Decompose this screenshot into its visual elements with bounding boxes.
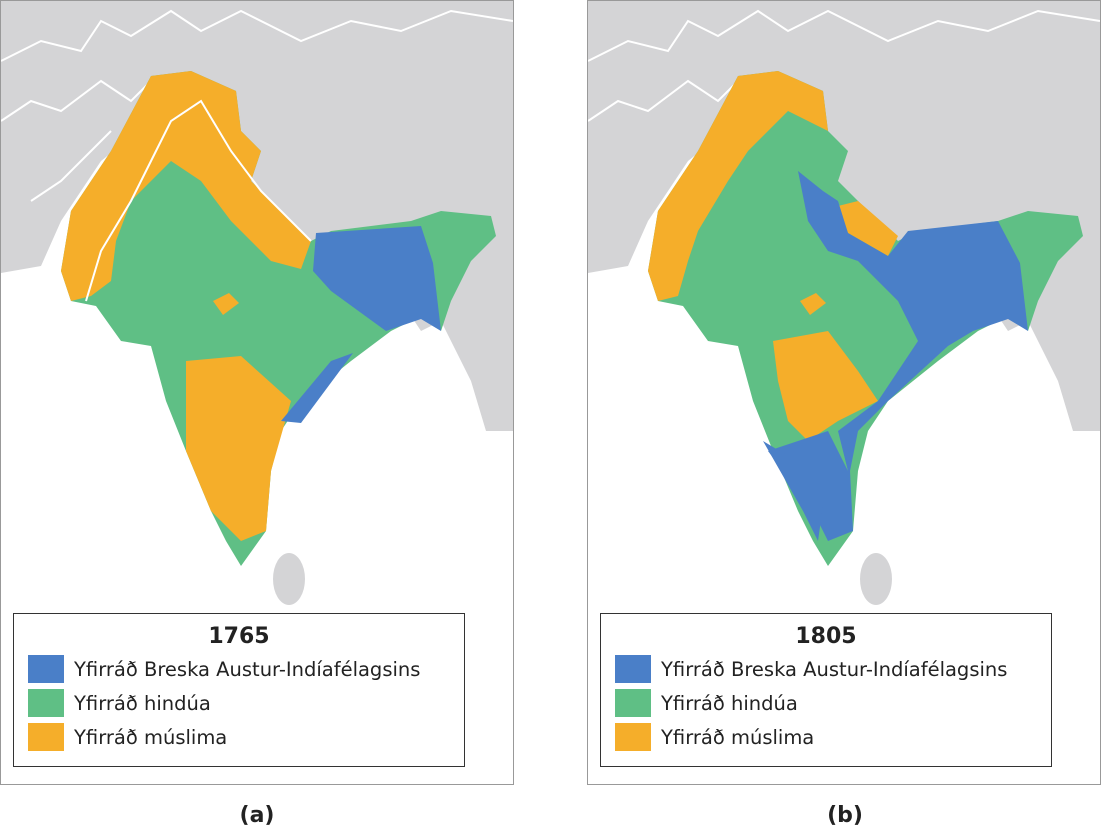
muslim-region (61, 71, 311, 301)
legend-swatch (28, 655, 64, 683)
company-region (281, 353, 353, 423)
legend-label: Yfirráð Breska Austur-Indíafélagsins (74, 657, 421, 681)
legend-swatch (28, 689, 64, 717)
legend-swatch (28, 723, 64, 751)
legend-swatch (615, 689, 651, 717)
legend-label: Yfirráð múslima (74, 725, 228, 749)
map-panel: 1805 Yfirráð Breska Austur-Indíafélagsin… (587, 0, 1101, 785)
map (1, 1, 513, 605)
caption: (b) (827, 803, 863, 828)
land (588, 1, 1100, 431)
muslim-region (648, 71, 828, 301)
borders (588, 79, 739, 122)
legend-title: 1765 (208, 624, 270, 649)
legend-label: Yfirráð Breska Austur-Indíafélagsins (661, 657, 1008, 681)
company-region (763, 441, 823, 541)
borders (1, 9, 513, 62)
legend-title: 1805 (795, 624, 857, 649)
borders (1, 79, 152, 122)
legend-label: Yfirráð hindúa (74, 691, 211, 715)
legend: 1765 Yfirráð Breska Austur-Indíafélagsin… (13, 613, 465, 767)
company-region (313, 226, 441, 331)
company-region (768, 171, 1028, 541)
muslim-region (838, 201, 898, 256)
muslim-region (773, 331, 878, 441)
borders (30, 130, 112, 202)
map-panel: 1765 Yfirráð Breska Austur-Indíafélagsin… (0, 0, 514, 785)
hindu-region (648, 71, 1083, 566)
sri-lanka (273, 553, 305, 605)
legend-swatch (615, 723, 651, 751)
borders (588, 9, 1100, 62)
sri-lanka (860, 553, 892, 605)
legend-swatch (615, 655, 651, 683)
muslim-region (186, 356, 291, 541)
map (588, 1, 1100, 605)
legend-label: Yfirráð hindúa (661, 691, 798, 715)
legend-label: Yfirráð múslima (661, 725, 815, 749)
muslim-region (213, 293, 239, 315)
muslim-region (800, 293, 826, 315)
legend: 1805 Yfirráð Breska Austur-Indíafélagsin… (600, 613, 1052, 767)
borders (85, 99, 312, 302)
hindu-region (61, 71, 496, 566)
land (1, 1, 513, 431)
caption: (a) (239, 803, 275, 828)
